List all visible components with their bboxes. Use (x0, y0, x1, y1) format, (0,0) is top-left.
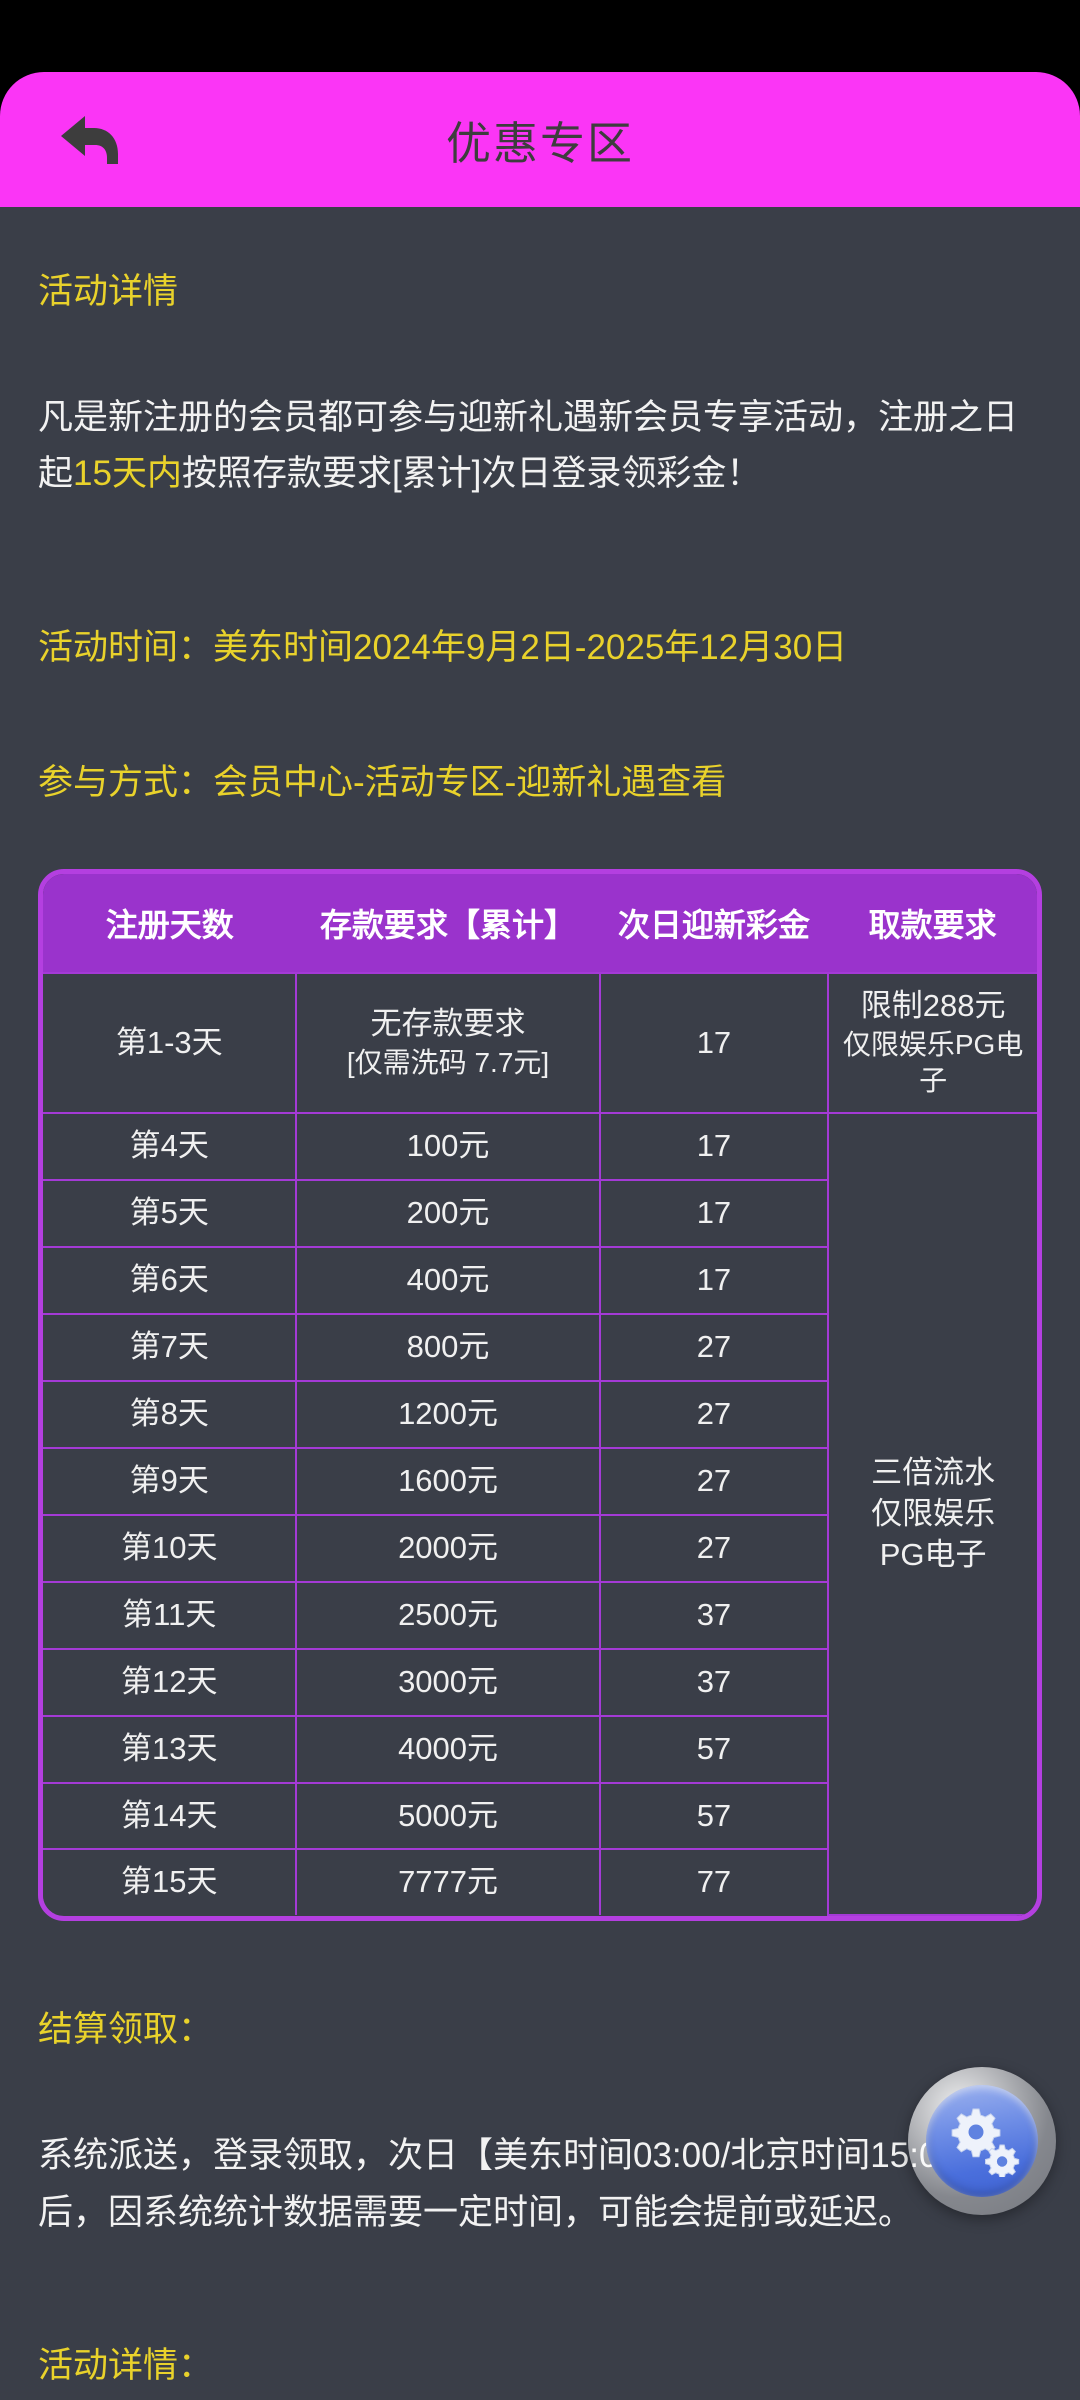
cell-day: 第10天 (43, 1513, 298, 1583)
cell-bonus: 27 (598, 1446, 829, 1516)
withdraw-merged-line1: 三倍流水 (871, 1455, 996, 1491)
cell-deposit: 3000元 (295, 1647, 601, 1717)
column-header-bonus: 次日迎新彩金 (599, 873, 829, 973)
table-row: 第7天 800元 27 (43, 1313, 1037, 1383)
cell-deposit: 400元 (295, 1246, 601, 1316)
cell-day: 第13天 (43, 1714, 298, 1784)
detail-text-highlight: 15天内 (73, 454, 182, 494)
cell-deposit: 800元 (295, 1313, 601, 1383)
table-row: 第11天 2500元 37 (43, 1580, 1037, 1650)
cell-deposit: 1600元 (295, 1446, 601, 1516)
cell-deposit: 2000元 (295, 1513, 601, 1583)
app-header-bar: 优惠专区 (0, 72, 1080, 207)
column-header-deposit: 存款要求【累计】 (296, 873, 600, 973)
cell-withdraw-first: 限制288元 仅限娱乐PG电子 (827, 971, 1037, 1115)
cell-bonus: 37 (598, 1580, 829, 1650)
back-arrow-icon (59, 112, 121, 168)
cell-deposit: 2500元 (295, 1580, 601, 1650)
table-row: 第5天 200元 17 (43, 1179, 1037, 1249)
withdraw-merged-line3: PG电子 (879, 1536, 987, 1572)
cell-bonus: 17 (598, 1179, 829, 1249)
promotion-table: 注册天数 存款要求【累计】 次日迎新彩金 取款要求 第1-3天 无存款要求 [仅… (43, 873, 1037, 1917)
back-button[interactable] (42, 92, 138, 188)
settings-gears-icon (943, 2105, 1021, 2177)
table-row: 第15天 7777元 77 (43, 1848, 1037, 1916)
floating-settings-button-inner (926, 2085, 1038, 2197)
table-body: 第1-3天 无存款要求 [仅需洗码 7.7元] 17 限制288元 仅限娱乐PG… (43, 971, 1037, 1917)
column-header-days: 注册天数 (43, 873, 297, 973)
join-method-text: 参与方式：会员中心-活动专区-迎新礼遇查看 (38, 762, 727, 802)
cell-bonus: 37 (598, 1647, 829, 1717)
section-heading-detail: 活动详情 (38, 272, 179, 311)
table-row: 第1-3天 无存款要求 [仅需洗码 7.7元] 17 限制288元 仅限娱乐PG… (43, 971, 1037, 1115)
withdraw-first-line2: 仅限娱乐PG电子 (842, 1028, 1024, 1097)
cell-day: 第11天 (43, 1580, 298, 1650)
cell-withdraw-merged: 三倍流水 仅限娱乐 PG电子 (827, 1112, 1037, 1917)
cell-bonus: 27 (598, 1380, 829, 1449)
cell-day: 第9天 (43, 1446, 298, 1516)
page-title: 优惠专区 (445, 118, 634, 169)
page-content: 活动详情 凡是新注册的会员都可参与迎新礼遇新会员专享活动，注册之日起15天内按照… (0, 207, 1080, 2400)
table-row: 第4天 100元 17 三倍流水 仅限娱乐 PG电子 (43, 1112, 1037, 1917)
cell-bonus: 17 (598, 1112, 830, 1182)
cell-bonus: 57 (598, 1714, 829, 1784)
cell-deposit-sub: [仅需洗码 7.7元] (346, 1047, 550, 1078)
cell-day: 第15天 (43, 1848, 298, 1916)
cell-bonus: 17 (598, 1246, 829, 1316)
cell-deposit-main: 无存款要求 (370, 1006, 526, 1042)
withdraw-merged-line2: 仅限娱乐 (871, 1495, 996, 1531)
cell-day: 第5天 (43, 1179, 298, 1249)
cell-day: 第6天 (43, 1246, 298, 1316)
cell-deposit: 无存款要求 [仅需洗码 7.7元] (295, 971, 601, 1115)
cell-bonus: 27 (598, 1313, 829, 1383)
cell-deposit: 100元 (295, 1112, 601, 1182)
promotion-table-container: 注册天数 存款要求【累计】 次日迎新彩金 取款要求 第1-3天 无存款要求 [仅… (38, 868, 1042, 1922)
cell-day: 第8天 (43, 1380, 298, 1449)
cell-deposit: 200元 (295, 1179, 601, 1249)
table-row: 第13天 4000元 57 (43, 1714, 1037, 1784)
detail-paragraph: 凡是新注册的会员都可参与迎新礼遇新会员专享活动，注册之日起15天内按照存款要求[… (38, 390, 1042, 503)
detail-text-part2: 按照存款要求[累计]次日登录领彩金！ (181, 454, 762, 494)
cell-bonus: 77 (598, 1848, 829, 1916)
cell-bonus: 17 (598, 971, 830, 1115)
table-row: 第14天 5000元 57 (43, 1781, 1037, 1851)
cell-deposit: 4000元 (295, 1714, 601, 1784)
table-header-row: 注册天数 存款要求【累计】 次日迎新彩金 取款要求 (43, 873, 1037, 973)
cell-day: 第4天 (43, 1112, 298, 1182)
cell-day: 第7天 (43, 1313, 298, 1383)
cell-deposit: 1200元 (295, 1380, 601, 1449)
cell-bonus: 27 (598, 1513, 829, 1583)
table-header: 注册天数 存款要求【累计】 次日迎新彩金 取款要求 (43, 873, 1037, 973)
cell-bonus: 57 (598, 1781, 829, 1851)
column-header-withdraw: 取款要求 (828, 873, 1037, 973)
event-time-text: 活动时间：美东时间2024年9月2日-2025年12月30日 (38, 628, 848, 668)
section-heading-settle: 结算领取： (38, 2010, 214, 2050)
detail-text-part1: 凡是新注册的会员都可参与迎新礼遇新会员专享活动，注册之日起 (38, 397, 1019, 494)
settle-paragraph: 系统派送，登录领取，次日【美东时间03:00/北京时间15:00】后，因系统统计… (38, 2136, 993, 2232)
section-heading-footer: 活动详情： (38, 2346, 214, 2386)
table-row: 第9天 1600元 27 (43, 1446, 1037, 1516)
table-row: 第8天 1200元 27 (43, 1380, 1037, 1449)
cell-day: 第1-3天 (43, 971, 298, 1115)
cell-day: 第14天 (43, 1781, 298, 1851)
cell-deposit: 5000元 (295, 1781, 601, 1851)
cell-deposit: 7777元 (295, 1848, 601, 1916)
table-row: 第6天 400元 17 (43, 1246, 1037, 1316)
table-row: 第10天 2000元 27 (43, 1513, 1037, 1583)
withdraw-first-line1: 限制288元 (860, 987, 1006, 1023)
cell-day: 第12天 (43, 1647, 298, 1717)
table-row: 第12天 3000元 37 (43, 1647, 1037, 1717)
floating-settings-button[interactable] (908, 2067, 1056, 2215)
